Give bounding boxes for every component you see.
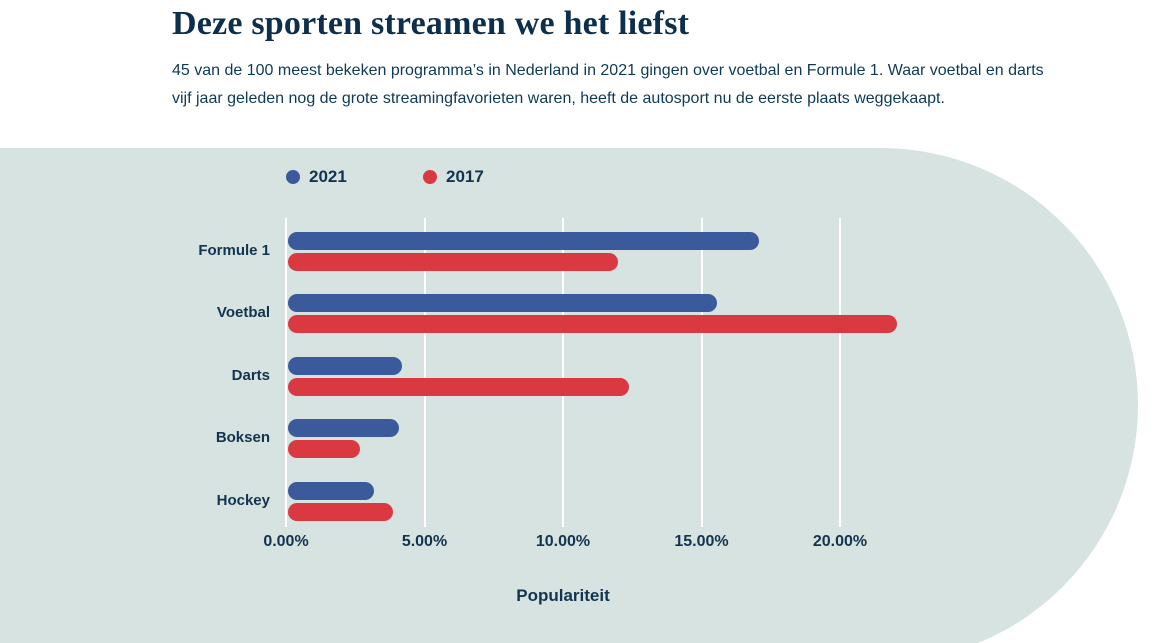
bar-2017-hockey bbox=[288, 502, 393, 521]
legend-item-2021: 2021 bbox=[286, 167, 347, 186]
gridline-15.00% bbox=[700, 218, 703, 527]
page-title: Deze sporten streamen we het liefst bbox=[172, 5, 690, 42]
x-tick-label-5.00%: 5.00% bbox=[401, 533, 448, 550]
legend-dot-2017 bbox=[423, 170, 437, 184]
bar-2021-boksen bbox=[288, 419, 399, 438]
category-label-hockey: Hockey bbox=[216, 491, 270, 509]
bar-2021-darts bbox=[288, 356, 402, 375]
gridline-0.00% bbox=[285, 218, 287, 527]
x-tick-label-15.00%: 15.00% bbox=[674, 533, 729, 550]
bar-2021-voetbal bbox=[288, 294, 717, 313]
x-tick-label-10.00%: 10.00% bbox=[535, 533, 591, 550]
category-label-darts: Darts bbox=[231, 366, 270, 384]
x-axis-title: Populariteit bbox=[516, 586, 610, 605]
bar-2021-formule-1 bbox=[288, 232, 759, 250]
bar-2017-voetbal bbox=[288, 315, 897, 334]
category-label-formule-1: Formule 1 bbox=[198, 242, 270, 259]
legend-label: 2017 bbox=[446, 167, 484, 186]
subtitle: 45 van de 100 meest bekeken programma’s … bbox=[172, 62, 1044, 107]
plot-area bbox=[285, 218, 897, 527]
x-tick-label-0.00%: 0.00% bbox=[263, 533, 309, 550]
legend-dot-2021 bbox=[286, 170, 300, 184]
category-label-boksen: Boksen bbox=[215, 429, 270, 447]
legend-label: 2021 bbox=[309, 167, 347, 186]
gridline-5.00% bbox=[423, 218, 426, 527]
category-label-voetbal: Voetbal bbox=[216, 304, 270, 322]
legend-item-2017: 2017 bbox=[423, 167, 484, 186]
bar-2017-boksen bbox=[288, 440, 360, 459]
x-tick-label-20.00%: 20.00% bbox=[812, 533, 868, 550]
bar-2017-formule-1 bbox=[288, 253, 618, 271]
bar-2021-hockey bbox=[288, 481, 374, 500]
gridline-10.00% bbox=[562, 218, 564, 527]
gridline-20.00% bbox=[839, 218, 841, 527]
bar-2017-darts bbox=[288, 377, 629, 396]
